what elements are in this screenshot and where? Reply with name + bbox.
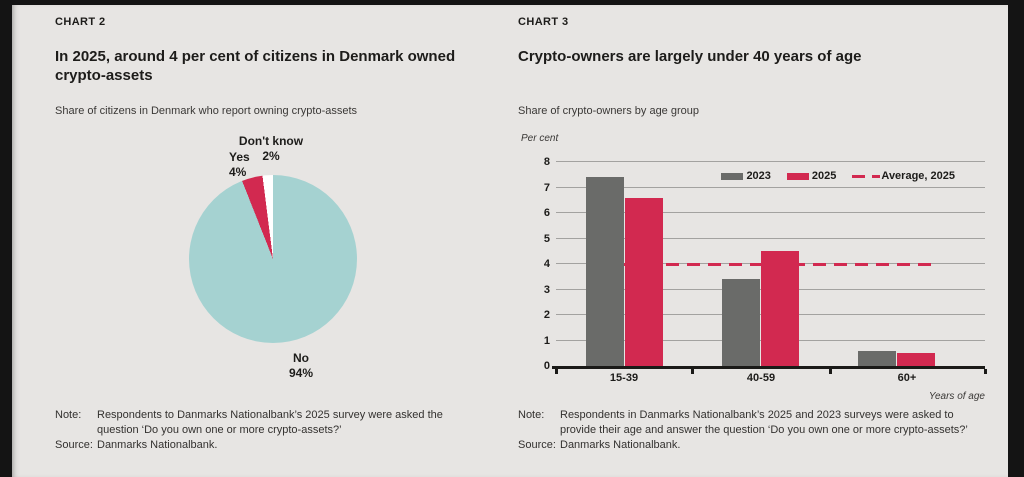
bar-2023-15-39	[586, 177, 624, 366]
y-tick-label-3: 3	[543, 283, 550, 296]
legend-dash-icon	[872, 174, 881, 178]
chart2-note-block: Note: Respondents to Danmarks Nationalba…	[55, 408, 483, 453]
x-axis-tick-3	[984, 369, 987, 374]
chart3-note-label: Note:	[518, 409, 545, 421]
bar-2025-60+	[897, 353, 935, 366]
gridline-6	[556, 212, 985, 213]
chart2-subtitle: Share of citizens in Denmark who report …	[55, 105, 358, 117]
bar-2025-40-59	[761, 251, 799, 366]
report-page: CHART 2 In 2025, around 4 per cent of ci…	[12, 5, 1008, 477]
x-axis-unit-label: Years of age	[928, 391, 985, 402]
chart2-note-label: Note:	[55, 409, 82, 421]
chart3-source-text: Danmarks Nationalbank.	[560, 439, 681, 451]
chart3-source-label: Source:	[518, 439, 556, 451]
bar-plot: 15-39 40-59 60+	[552, 161, 987, 384]
legend-swatch-2023	[721, 172, 744, 180]
y-tick-label-4: 4	[543, 258, 550, 270]
legend-label-average: Average, 2025	[881, 170, 955, 182]
bar-legend: 2023 2025 Average, 2025	[721, 170, 955, 182]
pie-label-dont-know-text: Don't know	[238, 134, 304, 148]
chart3-note-block: Note: Respondents in Danmarks Nationalba…	[518, 408, 978, 453]
x-axis-line	[552, 366, 985, 369]
gridline-5	[556, 237, 985, 239]
pie-label-dont-know-value: 2%	[262, 149, 280, 163]
pie-chart	[189, 175, 357, 343]
y-tick-label-8: 8	[543, 156, 550, 168]
y-tick-label-5: 5	[543, 232, 550, 245]
chart3-subtitle: Share of crypto-owners by age group	[518, 105, 699, 117]
y-tick-label-1: 1	[543, 334, 550, 347]
bar-2025-15-39	[625, 197, 663, 366]
chart2-title: In 2025, around 4 per cent of citizens i…	[55, 48, 456, 84]
legend-label-2023: 2023	[746, 170, 771, 182]
legend-item-2025: 2025	[786, 170, 837, 182]
chart2-note-text: Respondents to Danmarks Nationalbank’s 2…	[97, 409, 443, 436]
category-label-15-39: 15-39	[609, 372, 639, 384]
legend-dash-icon	[852, 174, 866, 178]
chart2-source-text: Danmarks Nationalbank.	[97, 439, 218, 451]
legend-item-2023: 2023	[721, 170, 771, 182]
pie-label-yes-value: 4%	[229, 165, 247, 179]
gridline-7	[556, 186, 985, 188]
y-tick-label-6: 6	[543, 207, 550, 219]
category-label-60+: 60+	[897, 372, 917, 384]
legend-label-2025: 2025	[811, 170, 837, 182]
pie-label-no-value: 94%	[288, 366, 314, 380]
legend-item-average: Average, 2025	[852, 170, 955, 182]
x-axis-tick-2	[829, 369, 832, 374]
chart3-note-text: Respondents in Danmarks Nationalbank’s 2…	[560, 409, 968, 436]
y-axis-labels: 0 1 2 3 4 5 6 7 8	[526, 156, 550, 372]
average-2025-line	[624, 262, 936, 266]
category-label-40-59: 40-59	[746, 372, 776, 384]
pie-label-dont-know: Don't know 2%	[219, 134, 323, 164]
chart3-title: Crypto-owners are largely under 40 years…	[518, 48, 862, 65]
pie-label-no: No 94%	[271, 351, 331, 381]
legend-swatch-2025	[786, 172, 809, 180]
bar-2023-60+	[858, 350, 896, 366]
chart3-label: CHART 3	[518, 16, 569, 28]
chart2-label: CHART 2	[55, 16, 106, 28]
x-axis-tick-1	[691, 369, 694, 374]
gridline-8	[556, 161, 985, 162]
x-axis-tick-0	[555, 369, 558, 374]
y-axis-unit-label: Per cent	[521, 133, 559, 144]
bar-2023-40-59	[722, 279, 760, 366]
pie-label-yes-text: Yes	[229, 150, 250, 164]
y-tick-label-7: 7	[543, 181, 550, 194]
pie-label-no-text: No	[293, 351, 309, 365]
y-tick-label-0: 0	[543, 360, 550, 372]
chart2-source-label: Source:	[55, 439, 93, 451]
pie-label-yes: Yes 4%	[229, 150, 250, 180]
y-tick-label-2: 2	[543, 309, 550, 321]
